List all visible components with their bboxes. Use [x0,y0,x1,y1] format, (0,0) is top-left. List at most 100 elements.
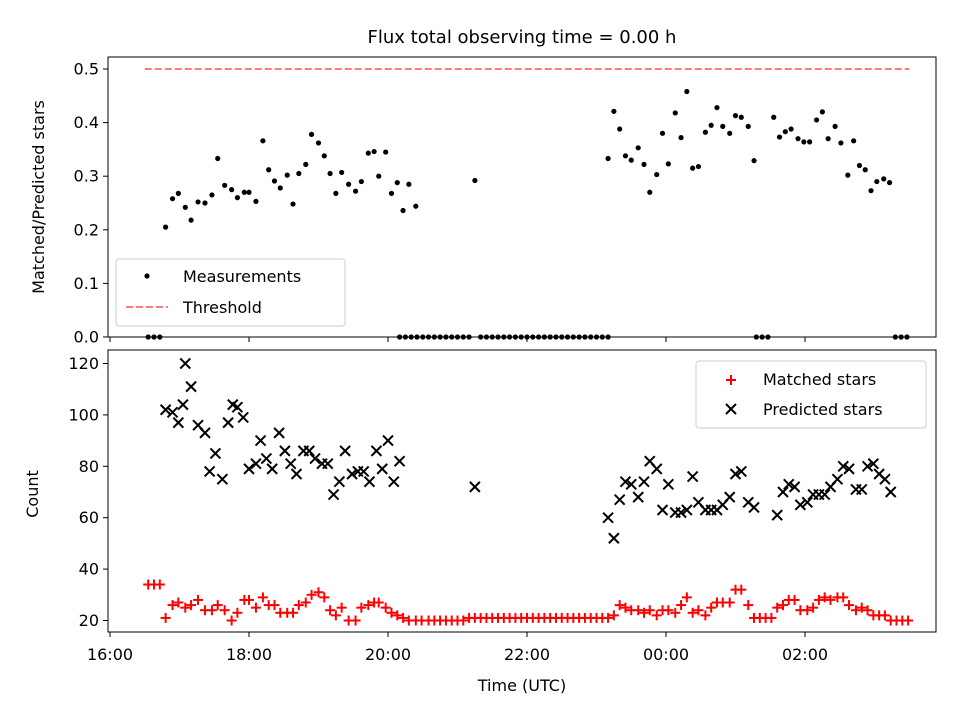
predicted-star-point [651,463,663,475]
measurement-point [690,165,696,171]
predicted-star-point [209,447,222,460]
bottom-x-tick-label: 20:00 [365,645,411,664]
matched-star-point [386,607,397,618]
measurement-point [358,178,364,185]
predicted-star-point [172,416,185,429]
predicted-star-point [748,501,760,514]
matched-star-point [212,600,223,611]
measurement-point [303,161,309,168]
measurement-point [738,114,744,120]
predicted-star-point [327,488,340,501]
matched-star-point [743,600,754,611]
measurement-point [188,217,194,223]
predicted-star-point [231,401,244,413]
bottom-y-tick-label: 20 [79,611,99,630]
predicted-star-point [885,486,897,498]
measurement-point [622,153,629,159]
measurement-point [628,157,634,163]
predicted-star-point [638,476,650,488]
matched-star-point [651,610,662,621]
matched-star-point [363,600,374,611]
measurement-point [771,114,777,120]
matched-star-point [724,597,735,608]
measurement-point [684,88,690,95]
bottom-y-tick-label: 60 [79,508,99,527]
matched-star-point [154,579,165,590]
measurement-point [886,180,893,186]
measurement-point [371,148,377,155]
predicted-star-point [254,434,267,447]
matched-star-point [772,602,783,613]
measurement-point [352,188,359,194]
matched-star-point [336,602,347,613]
measurement-point [788,126,794,132]
predicted-star-point [185,380,197,393]
measurement-point [672,110,678,116]
matched-star-point [813,594,824,605]
predicted-star-point [794,499,807,511]
measurement-point [868,188,874,194]
measurement-point [229,187,235,193]
legend-threshold-label: Threshold [182,298,262,317]
predicted-star-point [333,476,346,488]
measurement-point [745,123,751,129]
measurement-point [617,126,623,132]
measurement-point [222,182,228,188]
matched-star-point [269,600,280,611]
measurement-point [605,155,611,162]
matched-star-point [603,612,614,623]
matched-star-point [736,584,747,595]
matched-star-point [825,594,836,605]
measurement-point [365,150,371,156]
predicted-star-point [322,458,334,470]
measurement-point [720,123,726,129]
bottom-x-axis-label: Time (UTC) [477,676,566,695]
top-y-tick-label: 0.2 [74,220,99,239]
matched-star-point [458,615,469,626]
matched-star-point [638,607,649,618]
predicted-star-point [675,506,687,519]
measurement-point [838,140,844,146]
measurement-point [296,170,302,177]
bottom-y-tick-label: 80 [79,457,99,476]
predicted-star-point [222,416,234,429]
matched-star-point [250,602,261,613]
measurement-point [695,163,702,170]
measurement-point [472,177,478,184]
predicted-star-point [608,532,620,544]
predicted-star-point [290,468,303,480]
matched-star-point [802,605,813,616]
matched-star-point [608,610,619,621]
measurement-point [339,169,345,176]
predicted-star-point [177,398,189,411]
matched-star-point [193,594,204,605]
matched-star-point [288,607,299,618]
matched-star-point [862,605,873,616]
measurement-point [163,224,169,230]
legend-matched-label: Matched stars [763,370,876,389]
matched-star-point [206,605,217,616]
measurement-point [856,162,863,169]
measurement-point [388,190,395,196]
matched-star-point [226,615,237,626]
predicted-star-point [216,473,229,485]
predicted-star-point [279,445,291,457]
measurement-point [169,196,176,202]
legend-measurements-label: Measurements [183,267,301,286]
bottom-legend: Matched stars Predicted stars [695,360,927,429]
matched-star-point [300,597,311,608]
predicted-star-point [339,445,351,457]
matched-star-point [306,589,317,600]
predicted-star-point [662,478,675,490]
bottom-legend-box [695,360,927,429]
legend-predicted-label: Predicted stars [763,400,883,419]
predicted-star-point [166,406,179,419]
predicted-star-point [266,463,278,475]
matched-star-point [687,607,698,618]
matched-star-point [850,605,861,616]
bottom-y-tick-label: 40 [79,560,99,579]
matched-star-point [844,600,855,611]
matched-star-point [350,615,361,626]
predicted-star-point [179,357,191,370]
